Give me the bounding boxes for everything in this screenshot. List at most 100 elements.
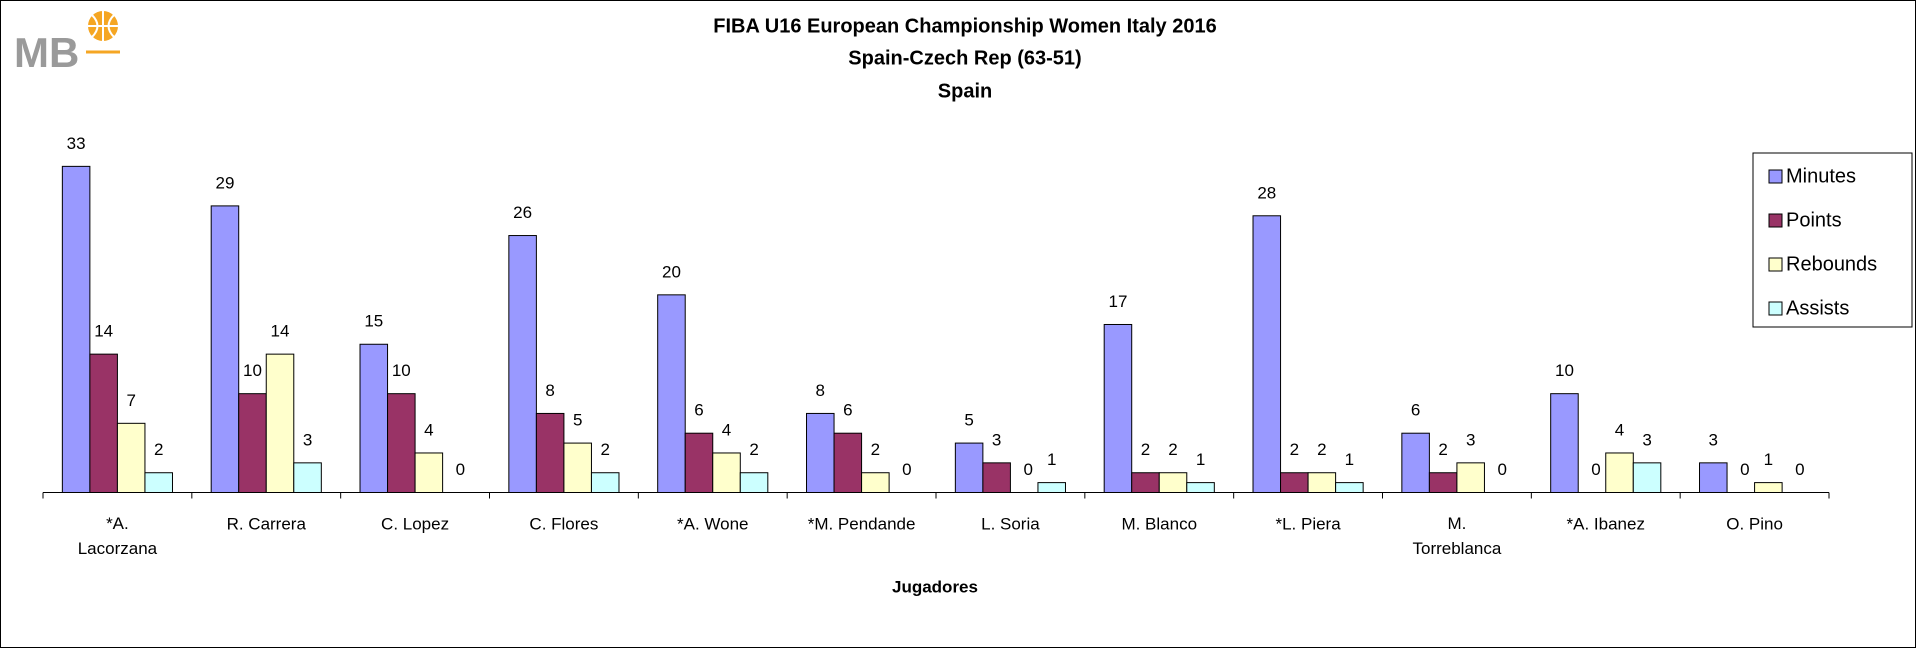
legend-swatch — [1768, 301, 1783, 316]
data-label: 4 — [1615, 420, 1624, 439]
bar — [265, 353, 295, 494]
bar — [982, 462, 1011, 494]
data-label: 1 — [1047, 450, 1056, 469]
bar — [861, 472, 890, 493]
x-tick-label: L. Soria — [981, 514, 1040, 533]
bar — [563, 442, 592, 494]
bar — [1550, 393, 1579, 493]
bar — [1186, 482, 1215, 494]
data-label: 10 — [243, 361, 262, 380]
data-label: 3 — [303, 430, 312, 449]
x-tick-label: O. Pino — [1726, 514, 1783, 533]
data-label: 0 — [1740, 460, 1749, 479]
logo: MB — [14, 11, 120, 76]
data-label: 14 — [271, 322, 290, 341]
data-label: 10 — [1555, 361, 1574, 380]
logo-ball-lines — [88, 11, 118, 41]
bar — [1456, 462, 1485, 494]
data-label: 0 — [1795, 460, 1804, 479]
bar — [684, 432, 714, 493]
data-label: 26 — [513, 203, 532, 222]
logo-text: MB — [14, 29, 79, 76]
data-label: 3 — [992, 430, 1001, 449]
x-tick-label: C. Lopez — [381, 514, 449, 533]
data-label: 20 — [662, 262, 681, 281]
bar — [1754, 482, 1783, 494]
bar — [590, 472, 620, 493]
bar — [833, 432, 863, 493]
bar — [657, 294, 686, 494]
data-label: 6 — [694, 401, 703, 420]
bar — [954, 442, 984, 494]
bar — [210, 205, 240, 493]
legend-swatch — [1768, 213, 1783, 228]
bar — [1103, 323, 1133, 493]
bar — [1605, 452, 1634, 493]
x-tick-label: *L. Piera — [1275, 514, 1341, 533]
bar — [1428, 472, 1458, 493]
bar — [293, 462, 322, 494]
data-label: 0 — [1497, 460, 1506, 479]
data-label: 8 — [816, 381, 825, 400]
data-label: 4 — [722, 420, 731, 439]
bar — [1632, 462, 1662, 494]
bar — [712, 452, 741, 493]
x-tick-label: *A. Wone — [677, 514, 749, 533]
chart-title: FIBA U16 European Championship Women Ita… — [713, 15, 1216, 37]
legend-swatch — [1768, 169, 1783, 184]
x-tick-label: R. Carrera — [227, 514, 307, 533]
bar — [806, 412, 835, 493]
bar — [89, 353, 118, 494]
x-axis-label: Jugadores — [892, 577, 978, 596]
bar — [739, 472, 769, 493]
data-label: 6 — [843, 401, 852, 420]
bar — [1699, 462, 1728, 494]
bar — [116, 422, 146, 494]
data-label: 4 — [424, 420, 433, 439]
data-label: 14 — [94, 322, 113, 341]
bar — [1280, 472, 1309, 493]
legend-swatch — [1768, 257, 1783, 272]
x-tick-label: *M. Pendande — [808, 514, 916, 533]
bar — [238, 393, 267, 493]
bar — [1401, 432, 1430, 493]
bar — [1252, 215, 1282, 493]
legend-label: Assists — [1786, 297, 1849, 319]
bar — [1307, 472, 1337, 493]
data-label: 0 — [902, 460, 911, 479]
bar — [1037, 482, 1066, 494]
chart-team: Spain — [938, 80, 992, 102]
data-label: 6 — [1411, 401, 1420, 420]
data-label: 2 — [1141, 440, 1150, 459]
data-label: 2 — [154, 440, 163, 459]
bar — [1335, 482, 1364, 494]
data-label: 1 — [1764, 450, 1773, 469]
data-label: 2 — [871, 440, 880, 459]
bar — [359, 343, 389, 493]
data-label: 3 — [1466, 430, 1475, 449]
x-tick-label: M. Blanco — [1121, 514, 1197, 533]
legend-label: Rebounds — [1786, 253, 1877, 275]
data-label: 17 — [1108, 292, 1127, 311]
legend-label: Minutes — [1786, 165, 1856, 187]
x-tick-label: *A. Lacorzana — [78, 514, 158, 558]
data-label: 0 — [1023, 460, 1032, 479]
data-label: 2 — [749, 440, 758, 459]
x-tick-label: C. Flores — [529, 514, 598, 533]
data-label: 3 — [1642, 430, 1651, 449]
bar — [414, 452, 444, 493]
bar — [1158, 472, 1188, 493]
bar — [535, 412, 565, 493]
bar — [508, 235, 537, 493]
x-tick-label: *A. Ibanez — [1567, 514, 1645, 533]
data-label: 2 — [1438, 440, 1447, 459]
x-tick-label: M. Torreblanca — [1413, 514, 1502, 558]
bar — [144, 472, 173, 493]
data-label: 7 — [126, 391, 135, 410]
data-label: 29 — [215, 173, 234, 192]
data-label: 1 — [1196, 450, 1205, 469]
chart-subtitle: Spain-Czech Rep (63-51) — [848, 47, 1081, 69]
bar — [61, 165, 91, 493]
data-label: 3 — [1709, 430, 1718, 449]
